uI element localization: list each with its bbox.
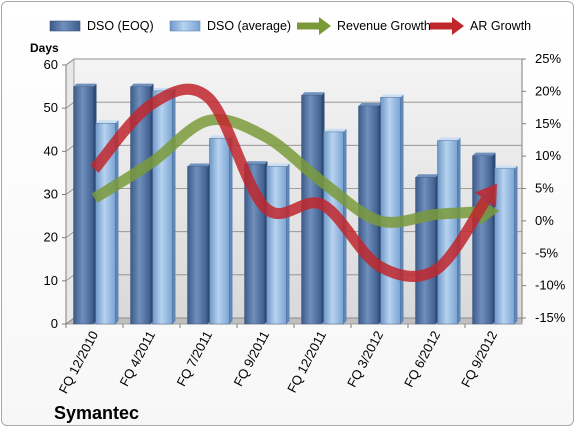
- bar-side: [400, 94, 404, 324]
- bar-side: [514, 165, 518, 324]
- bar: [380, 94, 404, 325]
- bar-top: [323, 128, 347, 132]
- bar-front: [73, 86, 94, 325]
- y-tick-label-left: 30: [44, 187, 58, 202]
- bar: [415, 174, 439, 325]
- series-arrowhead: [474, 183, 497, 208]
- y-tick-label-left: 20: [44, 230, 58, 245]
- y-tick-label-left: 50: [44, 100, 58, 115]
- bar-front: [209, 138, 230, 325]
- bar-side: [172, 87, 176, 325]
- legend-label: DSO (average): [207, 19, 291, 33]
- legend-label: AR Growth: [470, 19, 531, 33]
- y-tick-label-right: 0%: [535, 213, 554, 228]
- bar-side: [115, 120, 119, 325]
- x-tick-label: FQ 12/2010: [56, 328, 101, 396]
- bar-front: [380, 97, 401, 325]
- bar-front: [152, 90, 173, 325]
- bar-top: [437, 137, 461, 141]
- bar-top: [244, 161, 268, 165]
- legend-swatch: [49, 20, 81, 32]
- bar-side: [286, 163, 290, 324]
- bar-front: [437, 140, 458, 325]
- bar-front: [266, 166, 287, 325]
- y-tick-label-right: 10%: [535, 148, 561, 163]
- bar-front: [494, 168, 515, 325]
- y-tick-label-right: 15%: [535, 116, 561, 131]
- x-tick-label: FQ 7/2011: [174, 328, 216, 388]
- y-tick-label-right: -10%: [535, 278, 566, 293]
- x-tick-label: FQ 12/2011: [284, 328, 329, 395]
- x-tick-label: FQ 3/2012: [344, 328, 386, 389]
- bar: [209, 135, 233, 325]
- bar-top: [95, 120, 119, 124]
- bar-top: [380, 94, 404, 98]
- y-tick-label-right: -15%: [535, 310, 566, 325]
- bar-top: [301, 92, 325, 96]
- bar: [152, 87, 176, 325]
- legend-arrowhead: [319, 17, 331, 35]
- bar: [266, 163, 290, 325]
- x-tick-label: FQ 4/2011: [117, 328, 159, 388]
- legend-label: Revenue Growth: [337, 19, 431, 33]
- y-tick-label-left: 10: [44, 273, 58, 288]
- y-tick-label-right: 25%: [535, 51, 561, 66]
- series-path: [91, 114, 484, 228]
- series-path: [90, 83, 493, 282]
- legend-item: DSO (EOQ): [49, 19, 154, 33]
- y-tick-label-left: 60: [44, 57, 58, 72]
- bar-top: [358, 103, 382, 107]
- y-axis-title: Days: [30, 41, 59, 55]
- bar-top: [472, 152, 496, 156]
- bar-top: [187, 163, 211, 167]
- company-label: Symantec: [54, 403, 139, 423]
- y-tick-label-right: 5%: [535, 181, 554, 196]
- gridline: [65, 58, 522, 66]
- legend-item: Revenue Growth: [297, 17, 431, 35]
- legend-arrowhead: [452, 17, 464, 35]
- bar-front: [472, 155, 493, 325]
- y-tick-label-left: 40: [44, 143, 58, 158]
- x-tick-label: FQ 6/2012: [401, 328, 443, 389]
- y-tick-label-right: 20%: [535, 83, 561, 98]
- bar-top: [73, 83, 97, 87]
- y-tick-label-left: 0: [51, 316, 58, 331]
- bar-top: [494, 165, 518, 169]
- bar: [437, 137, 461, 325]
- bar: [472, 152, 496, 325]
- bar-front: [187, 166, 208, 325]
- x-tick-label: FQ 9/2011: [231, 328, 273, 388]
- bar: [73, 83, 97, 325]
- legend-item: AR Growth: [430, 17, 531, 35]
- bar: [95, 120, 119, 325]
- y-tick-label-right: -5%: [535, 245, 559, 260]
- bar-front: [95, 123, 116, 325]
- legend-item: DSO (average): [169, 19, 291, 33]
- bar-side: [229, 135, 233, 324]
- bar-front: [415, 177, 436, 325]
- bar-top: [415, 174, 439, 178]
- series-line-ar-growth: [90, 83, 497, 282]
- bar-top: [130, 83, 154, 87]
- legend-label: DSO (EOQ): [87, 19, 154, 33]
- bar-side: [457, 137, 461, 324]
- bar: [187, 163, 211, 325]
- bar-front: [130, 86, 151, 325]
- x-tick-label: FQ 9/2012: [458, 328, 500, 389]
- bar-top: [266, 163, 290, 167]
- bar: [494, 165, 518, 325]
- legend-swatch: [169, 20, 201, 32]
